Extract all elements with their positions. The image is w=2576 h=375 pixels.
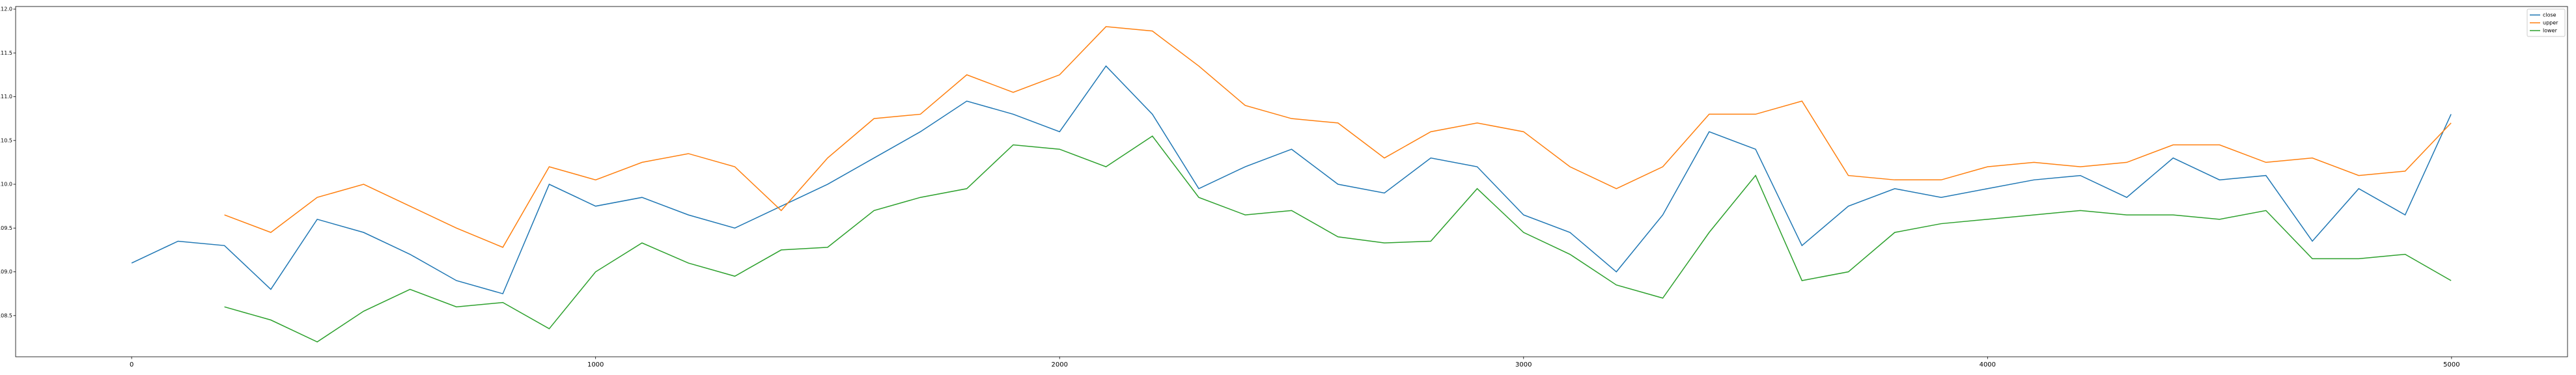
series-line xyxy=(131,65,2452,295)
y-tick-label: 111.0 xyxy=(0,94,12,100)
series-line xyxy=(224,26,2452,248)
legend-box xyxy=(2527,8,2566,37)
y-tick-label: 109.5 xyxy=(0,225,12,231)
legend-label: upper xyxy=(2543,20,2558,26)
plot-frame xyxy=(15,6,2568,357)
y-tick-label: 110.0 xyxy=(0,182,12,188)
y-tick-label: 111.5 xyxy=(0,50,12,56)
legend-label: close xyxy=(2543,12,2556,18)
series-line xyxy=(224,135,2452,342)
x-tick-label: 3000 xyxy=(1515,361,1532,368)
x-tick-label: 5000 xyxy=(2443,361,2459,368)
x-tick-label: 2000 xyxy=(1052,361,1068,368)
x-tick-label: 1000 xyxy=(587,361,604,368)
y-tick-label: 108.5 xyxy=(0,312,12,318)
x-tick-label: 0 xyxy=(130,361,133,368)
y-tick-label: 110.5 xyxy=(0,137,12,143)
y-tick-label: 109.0 xyxy=(0,269,12,275)
legend-label: lower xyxy=(2543,28,2558,34)
y-tick-label: 112.0 xyxy=(0,7,12,12)
x-tick-label: 4000 xyxy=(1980,361,1996,368)
